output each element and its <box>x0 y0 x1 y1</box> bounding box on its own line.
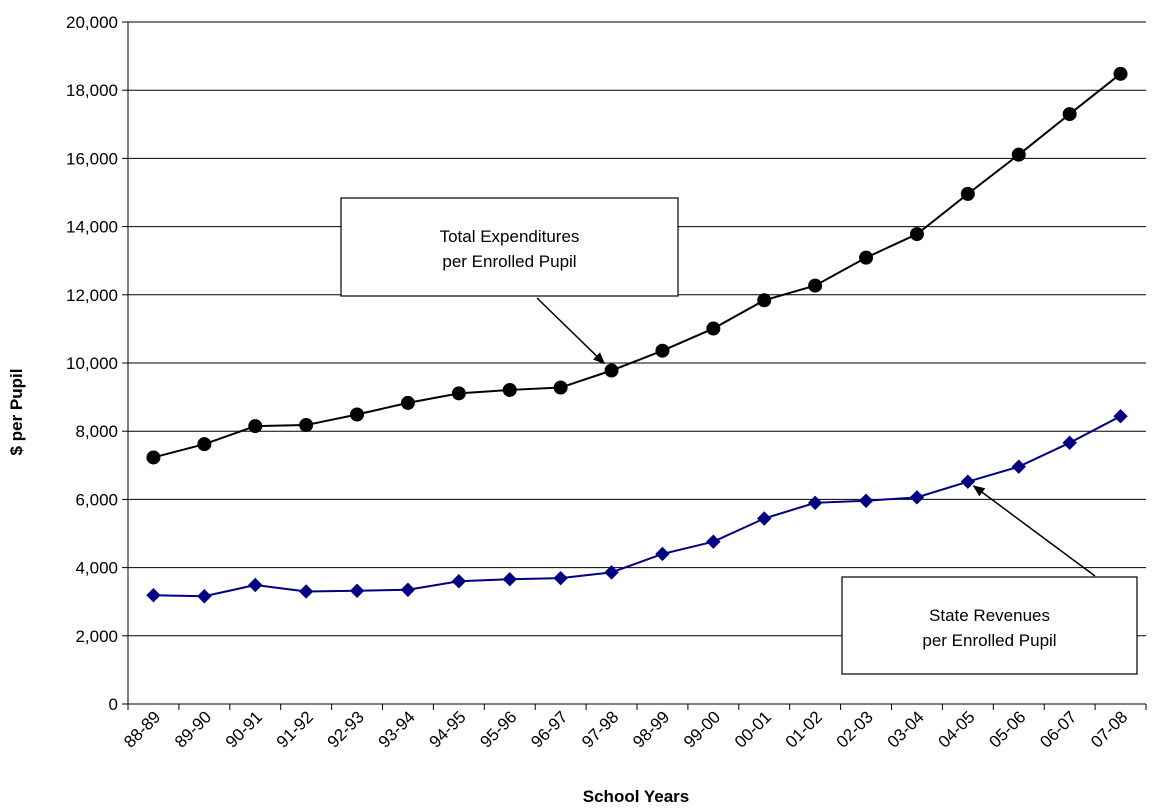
data-point-state <box>1113 408 1128 424</box>
callout-label: State Revenues <box>929 606 1050 625</box>
y-tick-label: 14,000 <box>66 218 118 237</box>
data-point-state <box>1011 459 1026 474</box>
x-tick-label: 89-90 <box>171 707 215 751</box>
x-tick-label: 06-07 <box>1036 707 1080 751</box>
y-tick-label: 2,000 <box>75 627 118 646</box>
y-tick-label: 10,000 <box>66 354 118 373</box>
data-point-state <box>248 577 263 593</box>
data-point-state <box>757 511 772 526</box>
data-point-state <box>909 490 925 505</box>
data-point-total <box>400 395 415 410</box>
data-point-total <box>604 363 619 378</box>
y-tick-label: 4,000 <box>75 559 118 578</box>
data-point-state <box>960 474 976 489</box>
y-tick-label: 16,000 <box>66 149 118 168</box>
series-line-state <box>153 415 1122 598</box>
data-point-state <box>553 570 568 586</box>
data-point-total <box>655 343 670 358</box>
data-point-total <box>502 382 517 397</box>
data-point-state <box>349 583 365 598</box>
callout-label: per Enrolled Pupil <box>922 631 1056 650</box>
data-point-total <box>299 418 314 433</box>
x-tick-label: 92-93 <box>324 707 368 751</box>
data-point-total <box>1062 107 1077 122</box>
x-axis-ticks: 88-89 89-90 90-91 91-92 92-93 93-94 94-95 95-96… <box>120 704 1147 752</box>
data-point-state <box>146 588 161 603</box>
x-axis-title: School Years <box>583 787 689 806</box>
data-point-state <box>1062 435 1077 451</box>
x-tick-label: 96-97 <box>527 707 571 751</box>
data-point-state <box>451 574 467 589</box>
y-tick-label: 0 <box>109 695 118 714</box>
data-point-total <box>553 380 568 395</box>
data-point-total <box>1011 147 1026 162</box>
x-tick-label: 94-95 <box>425 707 469 751</box>
data-point-total <box>909 227 924 242</box>
data-point-state <box>655 546 670 562</box>
data-point-total <box>808 278 823 293</box>
x-tick-label: 04-05 <box>934 707 978 751</box>
data-point-total <box>350 407 365 422</box>
x-tick-label: 01-02 <box>782 707 826 751</box>
data-point-state <box>400 582 416 597</box>
data-point-state <box>604 565 619 580</box>
callout-label: per Enrolled Pupil <box>442 252 576 271</box>
y-tick-label: 12,000 <box>66 286 118 305</box>
callout-arrow <box>536 297 606 365</box>
data-point-state <box>858 493 874 508</box>
data-point-total <box>706 321 721 336</box>
x-tick-label: 05-06 <box>985 707 1029 751</box>
x-tick-label: 02-03 <box>833 707 877 751</box>
callout-state: State Revenues per Enrolled Pupil <box>841 485 1138 675</box>
x-tick-label: 07-08 <box>1087 707 1131 751</box>
data-point-total <box>248 419 263 434</box>
x-tick-label: 95-96 <box>476 707 520 751</box>
data-point-total <box>960 186 975 201</box>
data-point-total <box>757 293 772 308</box>
data-point-total <box>451 386 466 401</box>
x-tick-label: 99-00 <box>680 707 724 751</box>
data-point-state <box>502 571 517 587</box>
y-tick-label: 20,000 <box>66 13 118 32</box>
x-tick-label: 03-04 <box>884 707 928 751</box>
data-point-total <box>1113 66 1128 81</box>
callout-arrow <box>972 485 1096 577</box>
data-point-state <box>706 534 721 549</box>
series-state <box>146 408 1128 604</box>
series-line-total <box>153 73 1122 459</box>
x-tick-label: 00-01 <box>731 707 775 751</box>
x-tick-label: 88-89 <box>120 707 164 751</box>
data-point-total <box>859 250 874 265</box>
series-layer <box>146 66 1128 604</box>
data-point-state <box>807 495 823 511</box>
x-tick-label: 97-98 <box>578 707 622 751</box>
x-tick-label: 91-92 <box>273 707 317 751</box>
y-axis-ticks: 0 2,000 4,000 6,000 8,000 10,000 12,000 14,000 1… <box>66 13 128 714</box>
data-point-total <box>146 450 161 465</box>
callout-label: Total Expenditures <box>440 227 580 246</box>
callout-box <box>841 576 1138 675</box>
callout-total: Total Expenditures per Enrolled Pupil <box>340 197 679 365</box>
data-point-state <box>197 589 212 604</box>
gridlines <box>128 21 1146 637</box>
callout-box <box>340 197 679 297</box>
data-point-state <box>298 584 314 599</box>
y-tick-label: 6,000 <box>75 490 118 509</box>
x-tick-label: 93-94 <box>375 707 419 751</box>
y-tick-label: 18,000 <box>66 81 118 100</box>
data-point-total <box>197 437 212 452</box>
x-tick-label: 90-91 <box>222 707 266 751</box>
x-tick-label: 98-99 <box>629 707 673 751</box>
y-axis-title: $ per Pupil <box>7 369 26 456</box>
series-total <box>146 66 1128 465</box>
y-tick-label: 8,000 <box>75 422 118 441</box>
